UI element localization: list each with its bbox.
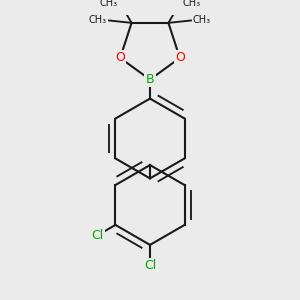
Text: Cl: Cl [144, 259, 156, 272]
Text: CH₃: CH₃ [182, 0, 200, 8]
Text: CH₃: CH₃ [193, 16, 211, 26]
Text: B: B [146, 73, 154, 86]
Text: Cl: Cl [91, 229, 104, 242]
Text: O: O [115, 51, 125, 64]
Text: O: O [175, 51, 185, 64]
Text: CH₃: CH₃ [89, 16, 107, 26]
Text: CH₃: CH₃ [100, 0, 118, 8]
